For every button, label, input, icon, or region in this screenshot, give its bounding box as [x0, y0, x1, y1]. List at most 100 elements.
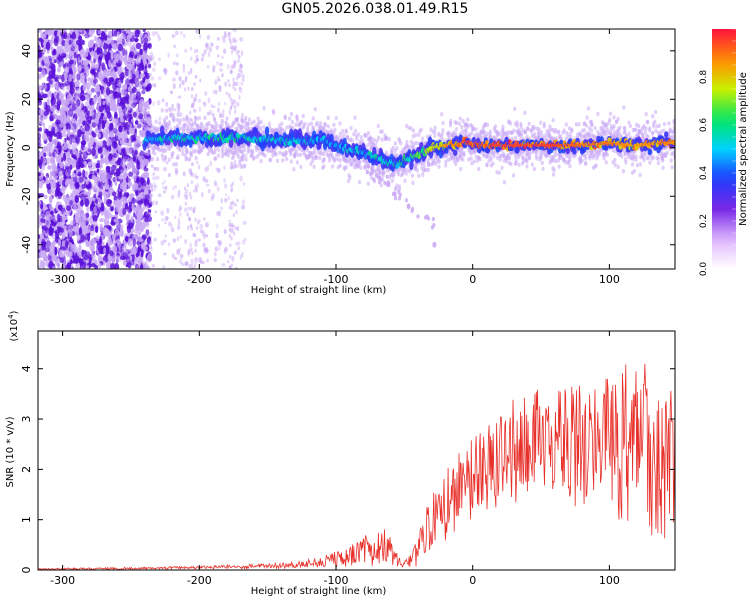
noise-speckle — [122, 84, 128, 90]
noise-speckle — [172, 61, 177, 66]
noise-speckle — [102, 100, 106, 106]
ridge-halo — [460, 125, 464, 130]
noise-speckle — [203, 115, 207, 121]
noise-speckle — [161, 218, 165, 222]
noise-speckle — [146, 236, 152, 245]
noise-speckle — [81, 261, 87, 269]
ridge-halo — [387, 136, 391, 142]
noise-speckle — [38, 29, 42, 32]
noise-speckle — [237, 58, 240, 63]
ridge-halo — [242, 147, 247, 153]
ridge-halo — [235, 117, 239, 123]
noise-speckle — [61, 52, 67, 58]
noise-speckle — [225, 193, 228, 197]
ridge-halo — [326, 115, 330, 120]
noise-speckle — [111, 136, 117, 145]
noise-speckle — [77, 64, 82, 73]
noise-speckle — [172, 34, 176, 38]
noise-speckle — [122, 147, 126, 157]
noise-speckle — [105, 219, 110, 226]
noise-speckle — [242, 239, 246, 245]
ridge-halo — [464, 127, 468, 133]
noise-speckle — [48, 134, 53, 143]
noise-speckle — [232, 77, 235, 82]
noise-speckle — [201, 230, 206, 237]
ridge-halo — [348, 138, 352, 143]
noise-speckle — [38, 251, 44, 259]
noise-speckle — [136, 177, 140, 183]
noise-speckle — [80, 211, 85, 218]
ridge-halo — [170, 152, 174, 157]
ridge-halo — [175, 123, 180, 129]
noise-speckle — [139, 150, 145, 157]
noise-speckle — [178, 75, 182, 82]
noise-speckle — [196, 220, 200, 225]
noise-speckle — [177, 189, 181, 196]
noise-speckle — [134, 263, 140, 269]
noise-speckle — [90, 238, 96, 246]
noise-speckle — [171, 103, 174, 110]
noise-speckle — [135, 253, 139, 258]
ridge-halo — [193, 148, 198, 154]
ridge-halo — [344, 165, 348, 170]
noise-speckle — [187, 86, 190, 91]
noise-speckle — [197, 98, 202, 103]
noise-speckle — [78, 227, 83, 236]
ridge-halo — [221, 147, 225, 152]
noise-speckle — [215, 232, 219, 239]
noise-speckle — [112, 43, 119, 49]
noise-speckle — [45, 210, 52, 219]
noise-speckle — [206, 258, 209, 263]
noise-speckle — [195, 48, 199, 53]
noise-speckle — [106, 198, 112, 208]
noise-speckle — [82, 151, 88, 160]
noise-speckle — [69, 181, 75, 190]
ridge-halo — [285, 125, 289, 130]
noise-speckle — [190, 94, 194, 99]
noise-speckle — [66, 205, 72, 211]
noise-speckle — [103, 247, 107, 254]
noise-speckle — [133, 212, 136, 218]
noise-speckle — [108, 59, 111, 68]
noise-speckle — [42, 252, 48, 261]
noise-speckle — [242, 181, 246, 186]
noise-speckle — [163, 239, 167, 243]
noise-speckle — [78, 29, 83, 33]
noise-speckle — [227, 195, 230, 201]
noise-speckle — [38, 84, 43, 92]
noise-speckle — [150, 54, 155, 61]
noise-speckle — [193, 172, 197, 179]
ridge-halo — [486, 154, 490, 159]
noise-speckle — [235, 210, 238, 215]
noise-speckle — [124, 173, 127, 179]
noise-speckle — [38, 92, 41, 97]
noise-speckle — [51, 265, 57, 269]
noise-speckle — [73, 176, 78, 183]
noise-speckle — [50, 46, 54, 51]
noise-speckle — [59, 258, 65, 264]
noise-speckle — [194, 239, 198, 244]
ridge-halo — [359, 165, 363, 170]
noise-speckle — [122, 259, 128, 266]
noise-speckle — [72, 154, 78, 159]
noise-speckle — [207, 51, 211, 58]
noise-speckle — [177, 225, 181, 230]
noise-speckle — [210, 196, 214, 202]
noise-speckle — [241, 199, 246, 205]
noise-speckle — [103, 77, 109, 84]
ridge-halo — [168, 107, 172, 112]
noise-speckle — [243, 237, 247, 242]
noise-speckle — [114, 255, 120, 261]
noise-speckle — [144, 216, 149, 223]
noise-speckle — [162, 185, 165, 190]
noise-speckle — [174, 185, 177, 189]
ridge-halo — [405, 123, 409, 129]
ridge-halo — [309, 161, 313, 167]
noise-speckle — [40, 33, 47, 39]
noise-speckle — [178, 208, 182, 212]
noise-speckle — [190, 263, 193, 268]
noise-speckle — [125, 213, 130, 222]
noise-speckle — [167, 221, 172, 227]
noise-speckle — [212, 105, 216, 109]
noise-speckle — [38, 244, 42, 249]
